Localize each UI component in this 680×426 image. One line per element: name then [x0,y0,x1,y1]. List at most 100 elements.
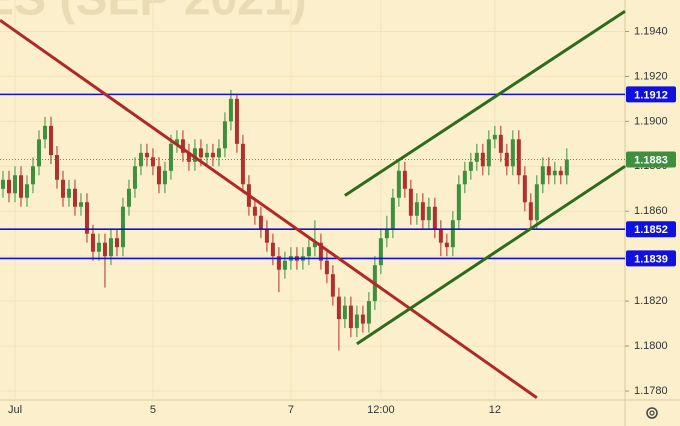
candle-body [258,215,263,230]
candle-body [144,152,149,158]
last-price-label: 1.1883 [634,154,668,166]
candle-body [192,148,197,162]
candle-body [60,179,65,198]
candle-body [306,247,311,257]
candle-body [162,170,167,185]
candle-body [564,159,569,176]
candle-body [552,170,557,176]
candle-body [426,206,431,221]
candle-body [30,166,35,185]
candle-body [414,202,419,216]
candle-body [330,274,335,297]
candle-body [66,188,71,198]
candle-body [234,98,239,144]
gear-hub [649,410,655,416]
candle-body [420,202,425,221]
candle-body [438,229,443,243]
candle-body [240,143,245,185]
candle-body [114,238,119,248]
candle-body [510,139,515,167]
candle-body [282,260,287,270]
y-tick-label: 1.1820 [634,295,668,307]
candle-body [468,161,473,171]
level-label: 1.1839 [634,253,668,265]
candle-body [108,238,113,257]
y-tick-label: 1.1860 [634,205,668,217]
candle-body [186,152,191,162]
candle-body [462,170,467,185]
candle-body [348,305,353,329]
candle-body [12,175,17,194]
candle-body [126,188,131,207]
candle-body [366,301,371,324]
level-label: 1.1912 [634,89,668,101]
candle-body [24,184,29,198]
candle-body [198,148,203,158]
candle-body [402,170,407,189]
candle-body [384,229,389,239]
y-tick-label: 1.1920 [634,70,668,82]
candle-body [336,296,341,320]
candle-body [120,206,125,248]
x-tick-label: Jul [8,404,22,416]
trend-line [344,9,626,197]
candle-body [450,220,455,248]
candle-body [252,206,257,216]
candle-body [168,143,173,171]
candle-body [204,152,209,158]
candle-body [72,188,77,207]
trend-line [0,18,538,399]
candle-body [516,139,521,176]
candle-body [18,175,23,198]
candle-body [318,242,323,261]
candle-body [174,139,179,144]
candle-body [48,125,53,156]
y-tick-label: 1.1900 [634,115,668,127]
x-tick-label: 7 [288,404,294,416]
level-tag [626,250,676,267]
candle-body [324,260,329,275]
level-tag [626,221,676,238]
candle-body [90,233,95,252]
candle-body [54,155,59,180]
candle-body [36,139,41,167]
candle-body [522,175,527,203]
candle-body [378,238,383,266]
y-tick-label: 1.1940 [634,25,668,37]
candle-body [498,134,503,153]
candle-body [342,305,347,320]
settings-icon[interactable] [646,407,658,419]
candle-body [492,134,497,140]
candle-body [156,166,161,185]
y-tick-label: 1.1800 [634,340,668,352]
candle-body [396,170,401,198]
candle-body [354,314,359,329]
candle-body [180,139,185,153]
candle-body [456,184,461,221]
candle-body [504,152,509,167]
candle-body [408,188,413,216]
gear-ring [646,407,658,419]
level-label: 1.1852 [634,224,668,236]
candle-body [6,179,11,194]
candle-body [474,152,479,162]
candle-body [96,242,101,252]
candle-body [132,166,137,189]
x-tick-label: 12:00 [367,404,395,416]
candle-body [264,229,269,243]
candle-body [486,139,491,167]
level-tag [626,86,676,103]
x-tick-label: 12 [489,404,501,416]
candle-body [228,98,233,122]
candle-body [480,152,485,167]
candle-body [444,242,449,248]
candle-body [546,166,551,176]
candle-body [216,148,221,158]
candle-body [210,152,215,158]
y-tick-label: 1.1780 [634,385,668,397]
candle-body [540,166,545,185]
candle-body [42,125,47,140]
candle-body [432,206,437,230]
candle-body [360,314,365,324]
